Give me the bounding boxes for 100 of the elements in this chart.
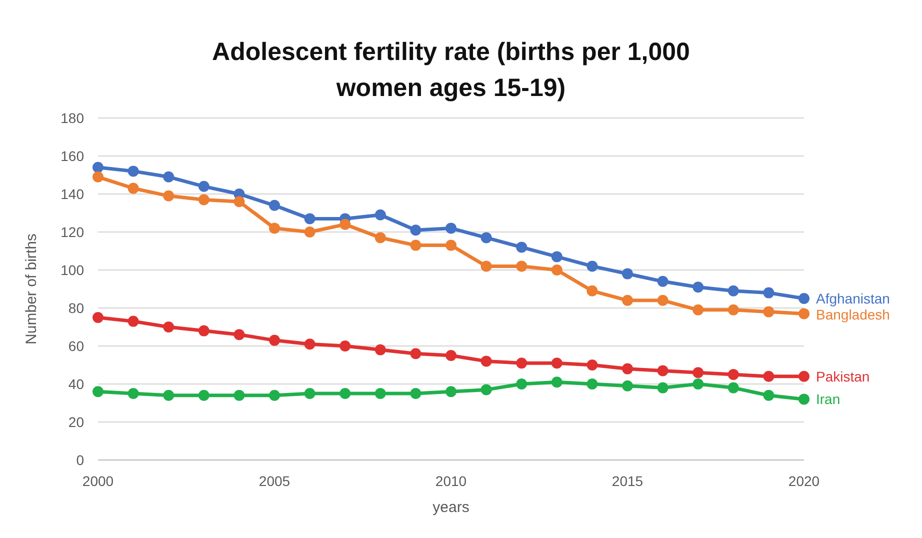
point <box>763 390 774 401</box>
point <box>763 287 774 298</box>
point <box>446 386 456 398</box>
point <box>163 190 174 202</box>
y-tick-label: 60 <box>68 338 84 354</box>
point <box>692 282 704 293</box>
point <box>728 304 739 316</box>
point <box>551 358 562 369</box>
point <box>586 260 598 272</box>
x-tick-label: 2015 <box>612 473 644 489</box>
point <box>340 218 351 230</box>
series-label: Iran <box>816 391 840 408</box>
point <box>551 376 562 388</box>
point <box>163 322 174 332</box>
point <box>798 308 810 320</box>
point <box>128 388 139 399</box>
point <box>374 232 386 244</box>
point <box>410 348 422 360</box>
y-tick-label: 160 <box>60 148 84 164</box>
point <box>763 370 774 382</box>
point <box>446 240 456 251</box>
point <box>657 294 668 306</box>
point <box>269 334 280 346</box>
x-tick-label: 2020 <box>788 473 820 489</box>
point <box>692 304 704 316</box>
series-label: Pakistan <box>816 368 870 384</box>
series-label: Bangladesh <box>816 306 890 322</box>
point <box>728 382 739 394</box>
point <box>198 325 210 336</box>
point <box>340 340 351 352</box>
point <box>586 360 598 370</box>
point <box>128 316 139 327</box>
point <box>198 180 210 192</box>
point <box>92 171 104 182</box>
point <box>480 384 492 396</box>
point <box>128 182 139 194</box>
point <box>798 370 810 382</box>
point <box>374 209 386 220</box>
point <box>728 369 739 380</box>
point <box>340 388 351 399</box>
point <box>480 356 492 367</box>
x-tick-label: 2010 <box>435 473 467 489</box>
point <box>304 338 316 350</box>
point <box>692 378 704 390</box>
point <box>198 194 210 206</box>
point <box>234 196 245 208</box>
point <box>446 222 456 234</box>
point <box>410 388 422 399</box>
point <box>728 285 739 296</box>
point <box>304 388 316 399</box>
point <box>480 260 492 272</box>
y-tick-label: 120 <box>60 224 84 240</box>
point <box>763 306 774 318</box>
point <box>622 268 633 280</box>
point <box>374 344 386 356</box>
point <box>586 285 598 296</box>
y-axis-title: Number of births <box>23 234 40 344</box>
point <box>692 367 704 378</box>
point <box>446 350 456 361</box>
point <box>657 382 668 394</box>
point <box>410 224 422 236</box>
point <box>622 363 633 374</box>
point <box>234 329 245 340</box>
chart-title: Adolescent fertility rate (births per 1,000 women ages 15-19) <box>212 38 690 102</box>
y-tick-label: 20 <box>68 414 84 430</box>
point <box>516 242 528 253</box>
point <box>480 232 492 244</box>
y-tick-label: 180 <box>60 110 84 126</box>
y-tick-label: 40 <box>68 376 84 392</box>
point <box>128 166 139 177</box>
point <box>516 378 528 390</box>
point <box>269 200 280 211</box>
x-tick-label: 2000 <box>82 473 114 489</box>
point <box>798 394 810 405</box>
point <box>551 264 562 276</box>
point <box>657 365 668 376</box>
point <box>92 162 104 173</box>
y-tick-label: 140 <box>60 186 84 202</box>
point <box>374 388 386 399</box>
point <box>269 390 280 401</box>
point <box>304 226 316 238</box>
point <box>92 386 104 398</box>
point <box>622 380 633 392</box>
point <box>622 294 633 306</box>
point <box>410 240 422 251</box>
point <box>234 390 245 401</box>
point <box>198 390 210 401</box>
point <box>798 293 810 304</box>
point <box>269 222 280 234</box>
y-tick-label: 100 <box>60 262 84 278</box>
point <box>163 171 174 182</box>
point <box>586 378 598 390</box>
point <box>163 390 174 401</box>
x-axis-title: years <box>432 499 470 516</box>
x-tick-label: 2005 <box>258 473 290 489</box>
y-tick-label: 0 <box>76 452 84 468</box>
y-tick-label: 80 <box>68 300 84 316</box>
series-label: Afghanistan <box>816 290 890 306</box>
point <box>516 358 528 369</box>
point <box>92 312 104 323</box>
